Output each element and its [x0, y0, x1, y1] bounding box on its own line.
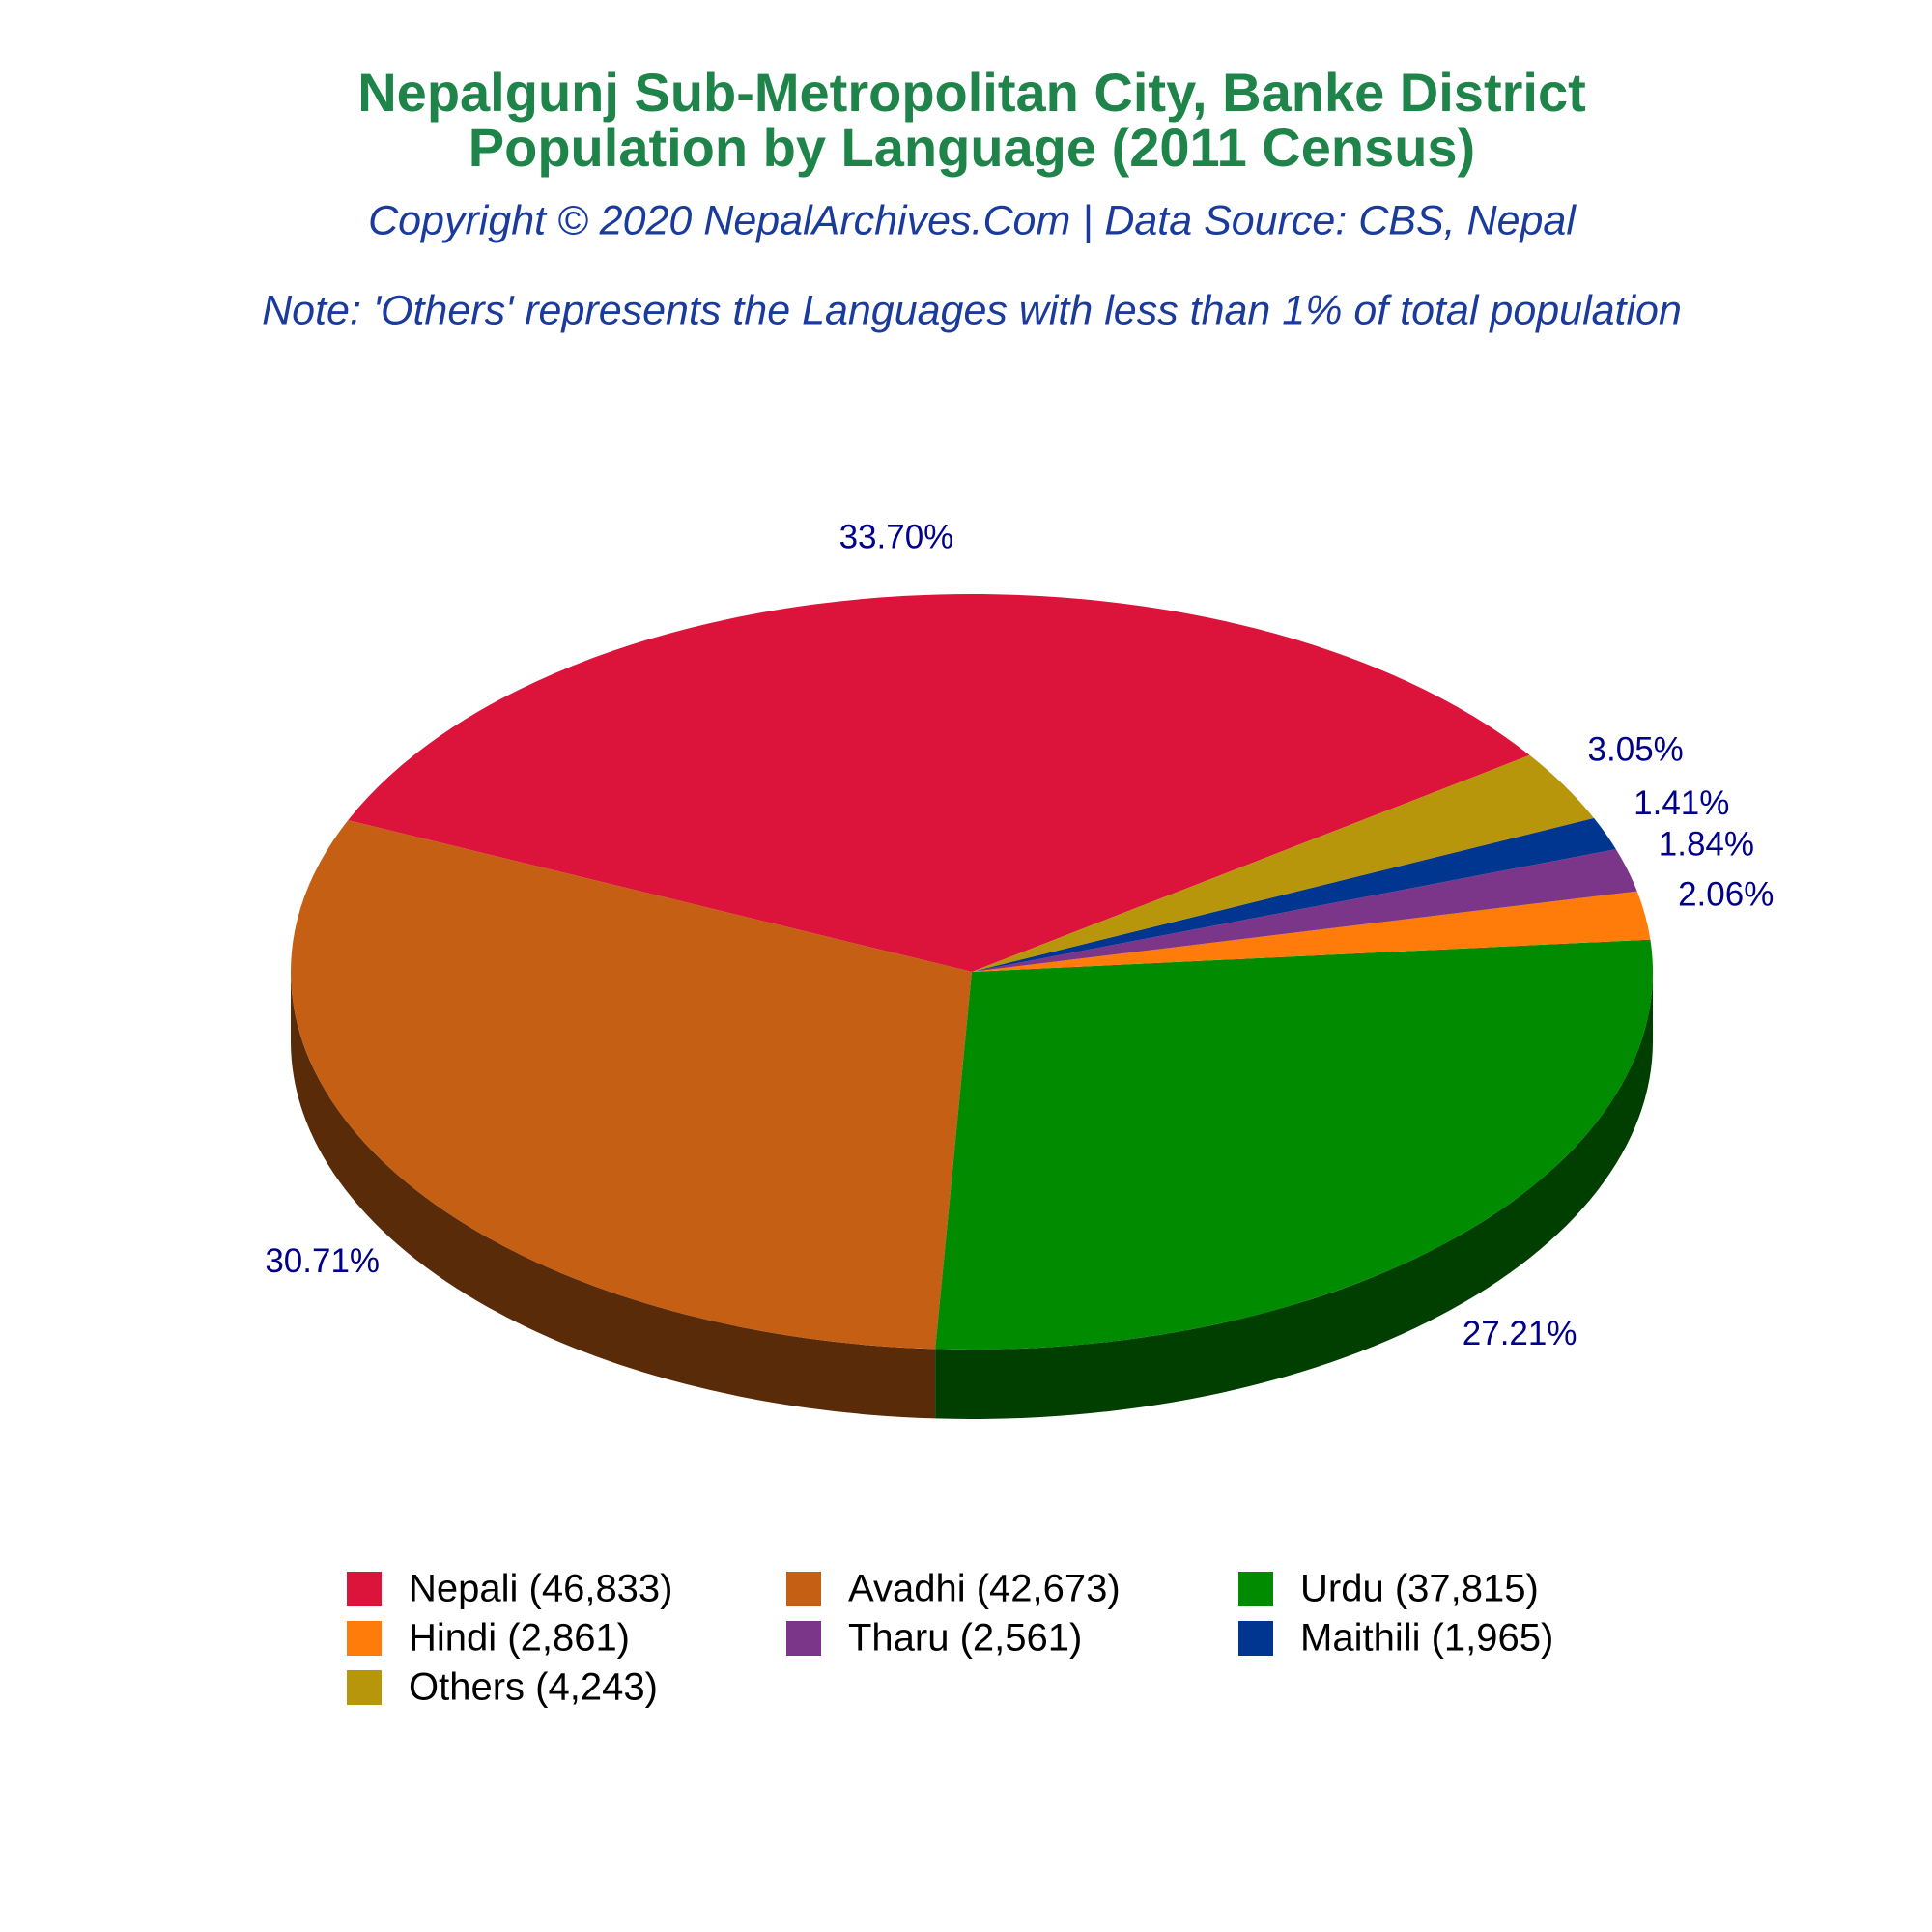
value-label: 3.05%: [1588, 731, 1684, 769]
slice: [972, 817, 1616, 972]
slice: [972, 754, 1594, 972]
legend-label: Nepali (46,833): [409, 1568, 673, 1610]
value-label: 30.71%: [265, 1242, 380, 1280]
legend-label: Urdu (37,815): [1300, 1568, 1539, 1610]
legend-label: Avadhi (42,673): [848, 1568, 1121, 1610]
legend-swatch: [786, 1572, 821, 1606]
value-label: 27.21%: [1463, 1315, 1577, 1352]
value-label: 2.06%: [1678, 876, 1774, 914]
slice-side: [935, 972, 1653, 1419]
slice: [291, 820, 973, 1350]
slice: [348, 594, 1530, 972]
note: Note: 'Others' represents the Languages …: [262, 287, 1682, 333]
legend-swatch: [1238, 1572, 1273, 1606]
legend-label: Hindi (2,861): [409, 1617, 630, 1660]
chart-title: Nepalgunj Sub-Metropolitan City, Banke D…: [357, 62, 1586, 123]
slice: [972, 849, 1637, 972]
legend-label: Maithili (1,965): [1300, 1617, 1553, 1660]
value-label: 1.41%: [1634, 784, 1729, 822]
legend-swatch: [1238, 1621, 1273, 1656]
legend-swatch: [347, 1572, 382, 1606]
copyright: Copyright © 2020 NepalArchives.Com | Dat…: [368, 197, 1577, 243]
chart-subtitle: Population by Language (2011 Census): [469, 117, 1475, 178]
value-label: 1.84%: [1659, 825, 1754, 863]
slice: [972, 891, 1651, 972]
legend-swatch: [347, 1621, 382, 1656]
slice: [935, 939, 1653, 1350]
legend-label: Tharu (2,561): [848, 1617, 1082, 1660]
legend-swatch: [786, 1621, 821, 1656]
slice-side: [291, 972, 936, 1419]
legend-label: Others (4,243): [409, 1666, 658, 1709]
legend-swatch: [347, 1670, 382, 1705]
value-label: 33.70%: [839, 518, 954, 555]
